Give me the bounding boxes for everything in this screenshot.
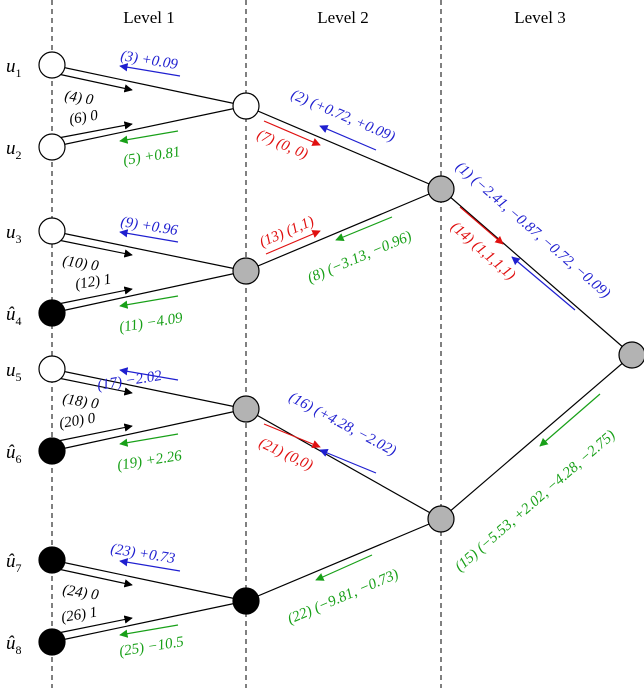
edge-u7-d bbox=[51, 559, 247, 602]
msg-11: (11) −4.09 bbox=[118, 310, 184, 336]
arrow-16 bbox=[319, 448, 377, 474]
level-1-header: Level 1 bbox=[123, 8, 174, 27]
arrow-19 bbox=[119, 433, 179, 447]
arrow-20 bbox=[57, 423, 133, 442]
label-u1: u1 bbox=[6, 56, 22, 80]
msg-19: (19) +2.26 bbox=[116, 448, 183, 474]
edge-b-e bbox=[245, 188, 442, 272]
edge-u8-d bbox=[51, 600, 247, 643]
msg-9: (9) +0.96 bbox=[119, 214, 179, 239]
arrow-9 bbox=[119, 229, 179, 243]
node-l3-f bbox=[427, 505, 455, 533]
arrow-11 bbox=[119, 295, 179, 309]
msg-6: (6) 0 bbox=[68, 108, 99, 128]
label-u4: û4 bbox=[6, 304, 22, 328]
arrow-3 bbox=[119, 63, 181, 77]
arrow-1 bbox=[511, 256, 576, 311]
arrow-21 bbox=[263, 423, 321, 449]
arrow-4 bbox=[57, 73, 133, 93]
node-u8 bbox=[38, 628, 66, 656]
msg-12: (12) 1 bbox=[74, 271, 112, 292]
msg-25: (25) −10.5 bbox=[118, 634, 185, 660]
arrow-10 bbox=[57, 239, 133, 258]
msg-18: (18) 0 bbox=[61, 391, 100, 413]
label-u5: u5 bbox=[6, 360, 22, 384]
msg-26: (26) 1 bbox=[60, 604, 98, 625]
msg-4: (4) 0 bbox=[63, 88, 94, 108]
message-labels: (3) +0.09 (4) 0 (6) 0 (5) +0.81 (9) +0.9… bbox=[58, 48, 619, 660]
arrow-14 bbox=[459, 206, 504, 245]
arrow-15 bbox=[539, 393, 601, 447]
edge-u4-b bbox=[51, 270, 247, 314]
edge-a-e bbox=[245, 105, 442, 190]
internal-nodes bbox=[232, 92, 644, 615]
arrow-7 bbox=[263, 120, 321, 146]
tree-edges bbox=[51, 64, 633, 643]
edge-e-root bbox=[440, 188, 633, 356]
arrow-24 bbox=[57, 568, 133, 588]
arrow-18 bbox=[57, 377, 133, 396]
node-u5 bbox=[38, 355, 66, 383]
variable-labels: u1 u2 u3 û4 u5 û6 û7 û8 bbox=[6, 56, 22, 657]
node-u6 bbox=[38, 437, 66, 465]
msg-22: (22) (−9.81, −0.73) bbox=[285, 566, 401, 627]
edge-u6-c bbox=[51, 408, 247, 452]
edge-d-f bbox=[245, 518, 442, 602]
level-separators bbox=[51, 0, 442, 688]
label-u2: u2 bbox=[6, 138, 22, 162]
edge-u3-b bbox=[51, 230, 247, 272]
msg-3: (3) +0.09 bbox=[119, 48, 179, 73]
level-2-header: Level 2 bbox=[317, 8, 368, 27]
arrow-26 bbox=[57, 615, 133, 634]
edge-u1-a bbox=[51, 64, 247, 107]
arrow-6 bbox=[57, 121, 133, 139]
node-l2-c bbox=[232, 395, 260, 423]
msg-24: (24) 0 bbox=[61, 582, 100, 604]
node-u1 bbox=[38, 51, 66, 79]
label-u3: u3 bbox=[6, 222, 22, 246]
msg-8: (8) (−3.13, −0.96) bbox=[305, 228, 414, 286]
edge-u2-a bbox=[51, 105, 247, 148]
arrow-12 bbox=[57, 286, 133, 305]
node-l2-d bbox=[232, 587, 260, 615]
node-u4 bbox=[38, 299, 66, 327]
arrow-13 bbox=[265, 230, 321, 255]
msg-23: (23) +0.73 bbox=[109, 541, 176, 567]
node-root bbox=[618, 341, 644, 369]
arrow-5 bbox=[119, 130, 179, 144]
node-l2-b bbox=[232, 257, 260, 285]
label-u7: û7 bbox=[6, 551, 22, 575]
msg-5: (5) +0.81 bbox=[122, 144, 181, 169]
msg-15: (15) (−5.53, +2.02, −4.28, −2.75) bbox=[452, 427, 619, 575]
variable-nodes bbox=[38, 51, 66, 656]
arrow-25 bbox=[119, 624, 179, 638]
node-l2-a bbox=[232, 92, 260, 120]
msg-10: (10) 0 bbox=[61, 253, 100, 275]
arrow-17 bbox=[119, 367, 179, 381]
msg-2: (2) (+0.72, +0.09) bbox=[288, 87, 397, 145]
msg-14: (14) (1,1,1,1) bbox=[447, 219, 518, 284]
node-u7 bbox=[38, 546, 66, 574]
node-l3-e bbox=[427, 175, 455, 203]
label-u8: û8 bbox=[6, 633, 22, 657]
message-arrows bbox=[57, 63, 601, 638]
msg-20: (20) 0 bbox=[58, 410, 97, 432]
level-3-header: Level 3 bbox=[514, 8, 565, 27]
arrow-8 bbox=[335, 216, 393, 242]
msg-16: (16) (+4.28, −2.02) bbox=[286, 389, 399, 459]
node-u3 bbox=[38, 217, 66, 245]
edge-u5-c bbox=[51, 368, 247, 410]
msg-7: (7) (0, 0) bbox=[254, 127, 310, 163]
edge-f-root bbox=[440, 354, 633, 520]
label-u6: û6 bbox=[6, 442, 22, 466]
msg-1: (1) (−2.41, −0.87, −0.72, −0.09) bbox=[452, 159, 613, 302]
arrow-2 bbox=[319, 125, 377, 151]
arrow-22 bbox=[315, 554, 373, 581]
edge-c-f bbox=[245, 408, 442, 520]
node-u2 bbox=[38, 133, 66, 161]
arrow-23 bbox=[119, 558, 181, 572]
